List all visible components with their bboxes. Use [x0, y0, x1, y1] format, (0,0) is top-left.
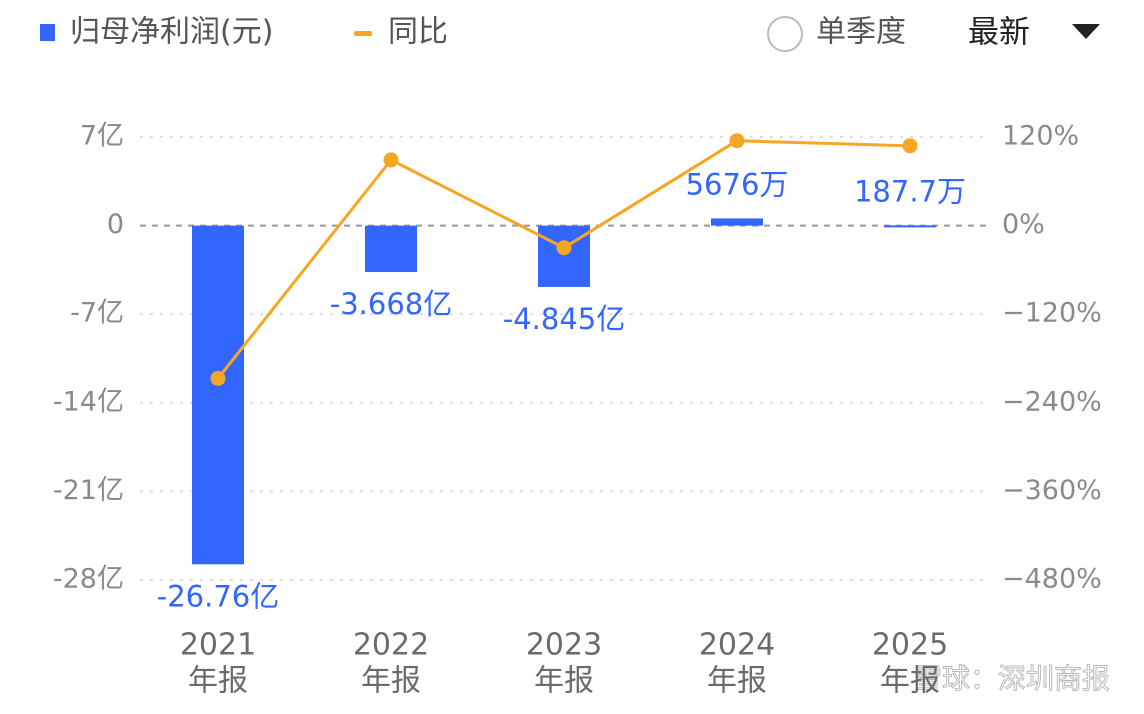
x-tick-label: 2023 — [526, 628, 602, 663]
toggle-radio[interactable] — [767, 16, 803, 52]
y-tick-label: -28亿 — [53, 564, 124, 595]
y2-tick-label: 0% — [1002, 209, 1045, 240]
data-label: -4.845亿 — [503, 302, 626, 336]
data-label: 187.7万 — [854, 174, 966, 208]
x-tick-label: 年报 — [880, 664, 940, 699]
x-tick-label: 年报 — [707, 664, 767, 699]
line-point — [383, 152, 399, 168]
legend-label: 同比 — [388, 15, 448, 50]
y2-tick-label: 120% — [1002, 121, 1079, 152]
data-label: 5676万 — [686, 167, 789, 201]
x-tick-label: 2025 — [872, 628, 948, 663]
y2-tick-label: −360% — [1002, 475, 1102, 506]
line-point — [729, 133, 745, 149]
legend-swatch-bar — [40, 24, 55, 41]
x-tick-label: 年报 — [361, 664, 421, 699]
line-point — [556, 240, 572, 256]
y-tick-label: -14亿 — [53, 386, 124, 417]
line-point — [210, 370, 226, 386]
legend-label: 归母净利润(元) — [70, 15, 273, 50]
x-tick-label: 2024 — [699, 628, 775, 663]
x-tick-label: 年报 — [534, 664, 594, 699]
dropdown-arrow[interactable] — [1072, 24, 1100, 39]
data-label: -3.668亿 — [330, 287, 453, 321]
bar — [365, 225, 417, 273]
watermark: 雪球：深圳商报 — [914, 662, 1110, 695]
y2-tick-label: −480% — [1002, 564, 1102, 595]
toggle-label[interactable]: 单季度 — [816, 15, 906, 50]
bar — [884, 225, 936, 228]
y-tick-label: 7亿 — [80, 121, 124, 152]
data-label: -26.76亿 — [157, 579, 280, 613]
x-tick-label: 年报 — [188, 664, 248, 699]
x-tick-label: 2021 — [180, 628, 256, 663]
y-tick-label: -21亿 — [53, 475, 124, 506]
bar — [192, 225, 244, 565]
y-tick-label: -7亿 — [70, 298, 124, 329]
y2-tick-label: −120% — [1002, 298, 1102, 329]
x-tick-label: 2022 — [353, 628, 429, 663]
line-point — [902, 138, 918, 154]
dropdown-label[interactable]: 最新 — [968, 15, 1030, 51]
bar — [711, 218, 763, 226]
y-tick-label: 0 — [107, 209, 124, 240]
legend-swatch-line — [354, 31, 372, 36]
y2-tick-label: −240% — [1002, 386, 1102, 417]
